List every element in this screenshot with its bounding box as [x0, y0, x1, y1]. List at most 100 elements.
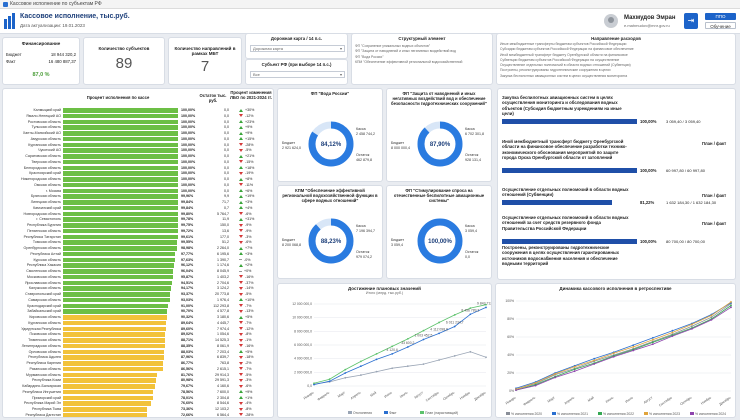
table-row[interactable]: Брянская область 99,96% 9,9 +19% — [3, 193, 273, 199]
arrow-up-icon — [239, 246, 243, 250]
table-row[interactable]: Ленинградская область 88,35% 8 061,9 -16% — [3, 343, 273, 349]
table-row[interactable]: Тверская область 100,00% 0,0 -15% — [3, 159, 273, 165]
table-row[interactable]: Забайкальский край 90,70% 4 577,8 -13% — [3, 308, 273, 314]
direction-item[interactable]: Осуществление отдельных полномочий в обл… — [502, 215, 735, 244]
table-row[interactable]: Республика Адыгея 87,96% 6 839,7 -18% — [3, 354, 273, 360]
table-row[interactable]: Чукотский АО 100,00% 0,0 -5% — [3, 147, 273, 153]
direction-filter-item[interactable]: Построены, реконструированы гидротехниче… — [500, 68, 611, 73]
table-row[interactable]: Краснодарский край 91,00% 112 293,8 -7% — [3, 303, 273, 309]
table-row[interactable]: Ставропольский край 93,37% 20 773,8 -5% — [3, 291, 273, 297]
arrow-up-icon — [239, 177, 243, 181]
logout-button[interactable]: ⇥ — [684, 13, 698, 29]
table-row[interactable]: Рязанская область 86,56% 2 615,1 -7% — [3, 366, 273, 372]
x-tick-label: Январь — [505, 395, 517, 405]
table-row[interactable]: Ямало-Ненецкий АО 100,00% 0,0 -12% — [3, 113, 273, 119]
table-row[interactable]: Республика Карелия 86,77% 763,8 -2% — [3, 360, 273, 366]
region-bar — [63, 211, 178, 216]
direction-filter-item[interactable]: Субсидии бюджетам субъектов Российской Ф… — [500, 47, 634, 52]
table-row[interactable]: Калужская область 94,17% 3 124,2 -14% — [3, 285, 273, 291]
table-row[interactable]: Кировская область 90,32% 3 180,6 +5% — [3, 314, 273, 320]
table-row[interactable]: Республика Ингушетия 78,56% 7 600,0 +9% — [3, 389, 273, 395]
arrow-up-icon — [239, 120, 243, 124]
table-row[interactable]: Республика Хакасия 96,12% 1 174,6 +2% — [3, 262, 273, 268]
region-change: -8% — [239, 331, 269, 337]
subject-select[interactable]: Все ▾ — [250, 71, 345, 78]
table-row[interactable]: Приморский край 78,01% 2 304,8 +1% — [3, 395, 273, 401]
donut-cash: Касса 2 458 744,2 — [356, 127, 375, 136]
table-row[interactable]: Омская область 100,00% 0,0 -11% — [3, 182, 273, 188]
region-change-value: +15% — [245, 136, 255, 141]
table-row[interactable]: Республика Дагестан 72,66% 6 564,4 -28% — [3, 412, 273, 417]
direction-filter-item[interactable]: Закупка беспилотных авиационных систем в… — [500, 73, 628, 78]
table-row[interactable]: Республика Коми 80,98% 29 591,3 -3% — [3, 377, 273, 383]
ppo-button[interactable]: ППО — [705, 13, 736, 20]
table-row[interactable]: Новгородская область 99,80% 5 764,7 -6% — [3, 211, 273, 217]
table-row[interactable]: Республика Алтай 97,77% 6 195,6 +3% — [3, 251, 273, 257]
avatar[interactable] — [604, 14, 618, 28]
arrow-down-icon — [239, 338, 243, 342]
structural-item[interactable]: КПМ "Обеспечение эффективной регионально… — [355, 59, 463, 64]
table-row[interactable]: Ростовская область 100,00% 0,0 +23% — [3, 119, 273, 125]
region-balance: 1 174,6 — [217, 263, 229, 268]
structural-item[interactable]: ФП "Защита от наводнений и иных негативн… — [355, 49, 456, 54]
structural-item[interactable]: ФП "Вода России" — [355, 54, 384, 59]
table-row[interactable]: Орловская область 88,03% 7 203,4 +5% — [3, 349, 273, 355]
region-change: +1% — [239, 395, 269, 401]
region-name: Удмуртская Республика — [21, 326, 61, 331]
table-row[interactable]: г. Москва 100,00% 0,0 +6% — [3, 188, 273, 194]
roadmap-select[interactable]: Дорожная карта ▾ — [250, 45, 345, 52]
table-row[interactable]: Московская область 95,87% 1 403,2 -16% — [3, 274, 273, 280]
table-row[interactable]: Амурская область 100,00% 0,0 +15% — [3, 136, 273, 142]
direction-item[interactable]: Закупка беспилотных авиационных систем в… — [502, 95, 735, 124]
region-bar — [63, 246, 177, 251]
table-row[interactable]: Республика Тыва 73,36% 12 103,2 -8% — [3, 406, 273, 412]
structural-item[interactable]: ФП "Сохранение уникальных водных объекто… — [355, 44, 431, 48]
table-row[interactable]: Мурманская область 81,76% 29 914,3 -5% — [3, 372, 273, 378]
direction-item[interactable]: Построены, реконструированы гидротехниче… — [502, 245, 735, 267]
table-row[interactable]: Липецкая область 99,84% 71,7 +3% — [3, 199, 273, 205]
table-row[interactable]: Самарская область 93,03% 1 976,4 +10% — [3, 297, 273, 303]
table-row[interactable]: Калмыцкий край 100,00% 0,0 +30% — [3, 107, 273, 113]
table-row[interactable]: Смоленская область 96,04% 8 045,9 +0% — [3, 268, 273, 274]
region-name: Красноярский край — [29, 171, 61, 176]
series-line — [515, 306, 732, 391]
arrow-up-icon — [239, 194, 243, 198]
table-row[interactable]: Республика Марий Эл 76,60% 8 544,6 -4% — [3, 400, 273, 406]
table-row[interactable]: Белгородская область 100,00% 0,0 +18% — [3, 165, 273, 171]
table-row[interactable]: Курская область 97,63% 1 390,7 -0% — [3, 257, 273, 263]
data-point — [375, 358, 378, 361]
region-change: +9% — [239, 124, 269, 130]
direction-filter-item[interactable]: Иной межбюджетный трансферт бюджету Орен… — [500, 52, 628, 57]
table-row[interactable]: Республика Бурятия 99,75% 150,0 -9% — [3, 222, 273, 228]
table-row[interactable]: Ханты-Мансийский АО 100,00% 0,0 +9% — [3, 130, 273, 136]
direction-filter-item[interactable]: Иные межбюджетные трансферты бюджетам су… — [500, 42, 627, 46]
table-row[interactable]: Камчатский край 99,84% 0,7 +4% — [3, 205, 273, 211]
table-row[interactable]: Удмуртская Республика 89,60% 7 974,4 -12% — [3, 326, 273, 332]
table-row[interactable]: Курганская область 89,64% 4 445,7 -7% — [3, 320, 273, 326]
table-row[interactable]: Ярославская область 94,51% 2 704,6 -37% — [3, 280, 273, 286]
table-row[interactable]: Псковская область 89,02% 1 054,6 -8% — [3, 331, 273, 337]
direction-filter-item[interactable]: Осуществление отдельных полномочий в обл… — [500, 63, 631, 68]
table-row[interactable]: Красноярский край 100,00% 0,0 -19% — [3, 170, 273, 176]
data-point — [515, 389, 517, 391]
direction-item[interactable]: Осуществление отдельных полномочий в обл… — [502, 187, 735, 205]
table-row[interactable]: Саратовская область 100,00% 0,0 +21% — [3, 153, 273, 159]
table-row[interactable]: Томская область 99,55% 51,2 -6% — [3, 239, 273, 245]
direction-plan-fact: 3 059,40 / 3 059,40 — [666, 118, 701, 124]
direction-item[interactable]: Иной межбюджетный трансферт бюджету Орен… — [502, 139, 735, 173]
table-row[interactable]: Курганская область 100,00% 0,0 -28% — [3, 142, 273, 148]
table-row[interactable]: Тюменская область 88,71% 14 525,3 -1% — [3, 337, 273, 343]
data-point — [485, 303, 487, 306]
direction-filter-item[interactable]: Субвенции бюджетам субъектов Российской … — [500, 57, 620, 62]
table-row[interactable]: г. Севастополь 99,78% 11,9 +31% — [3, 216, 273, 222]
learn-button[interactable]: Обучение — [705, 22, 736, 29]
table-row[interactable]: Республика Татарстан 99,61% 177,0 -3% — [3, 234, 273, 240]
table-row[interactable]: Кабардино-Балкарская 79,67% 4 160,6 -6% — [3, 383, 273, 389]
table-row[interactable]: Тульская область 100,00% 0,0 +9% — [3, 124, 273, 130]
table-row[interactable]: Оренбургская область 98,98% 2 264,0 +7% — [3, 245, 273, 251]
table-row[interactable]: Пензенская область 99,72% 13,6 -9% — [3, 228, 273, 234]
region-change-value: +30% — [245, 108, 255, 112]
table-row[interactable]: Нижегородская область 100,00% 0,0 +8% — [3, 176, 273, 182]
region-bar — [63, 407, 148, 412]
region-change: -5% — [239, 291, 269, 297]
